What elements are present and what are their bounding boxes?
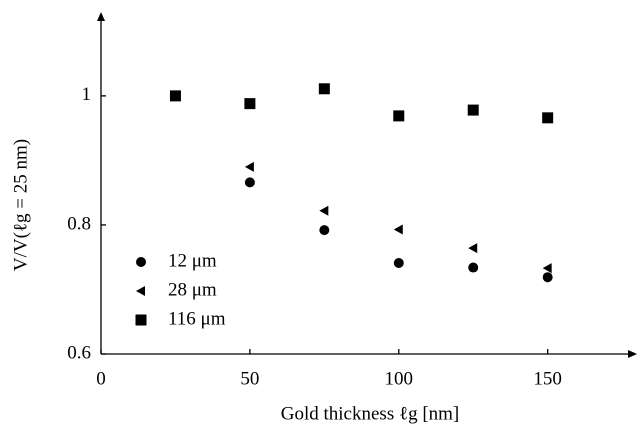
x-axis-label: Gold thickness ℓg [nm] bbox=[281, 403, 460, 424]
marker-circle bbox=[136, 257, 146, 267]
marker-triangle bbox=[542, 263, 552, 274]
marker-square bbox=[467, 104, 479, 116]
marker-circle bbox=[468, 262, 479, 273]
x-tick-label: 100 bbox=[385, 368, 414, 389]
marker-square bbox=[244, 98, 256, 110]
marker-square bbox=[542, 112, 554, 124]
y-axis-arrow bbox=[97, 12, 105, 21]
marker-square bbox=[169, 90, 181, 102]
x-tick-label: 150 bbox=[533, 368, 562, 389]
marker-square bbox=[135, 314, 147, 326]
marker-triangle bbox=[244, 161, 254, 172]
marker-triangle bbox=[468, 243, 478, 254]
marker-circle bbox=[542, 272, 553, 283]
x-tick-label: 0 bbox=[96, 368, 106, 389]
marker-circle bbox=[319, 225, 330, 236]
y-axis-label: V/V(ℓg = 25 nm) bbox=[10, 139, 31, 271]
legend-label: 12 μm bbox=[168, 250, 217, 271]
legend-label: 116 μm bbox=[168, 308, 226, 329]
marker-triangle bbox=[319, 205, 329, 216]
marker-triangle bbox=[136, 286, 145, 296]
y-tick-label: 0.6 bbox=[67, 342, 91, 363]
marker-square bbox=[318, 83, 330, 95]
marker-circle bbox=[393, 258, 404, 269]
y-tick-label: 0.8 bbox=[67, 213, 91, 234]
marker-square bbox=[393, 110, 405, 122]
legend-label: 28 μm bbox=[168, 279, 217, 300]
marker-triangle bbox=[393, 224, 403, 235]
x-tick-label: 50 bbox=[240, 368, 259, 389]
x-axis-arrow bbox=[628, 350, 637, 358]
y-tick-label: 1 bbox=[82, 84, 92, 105]
marker-circle bbox=[244, 177, 255, 188]
